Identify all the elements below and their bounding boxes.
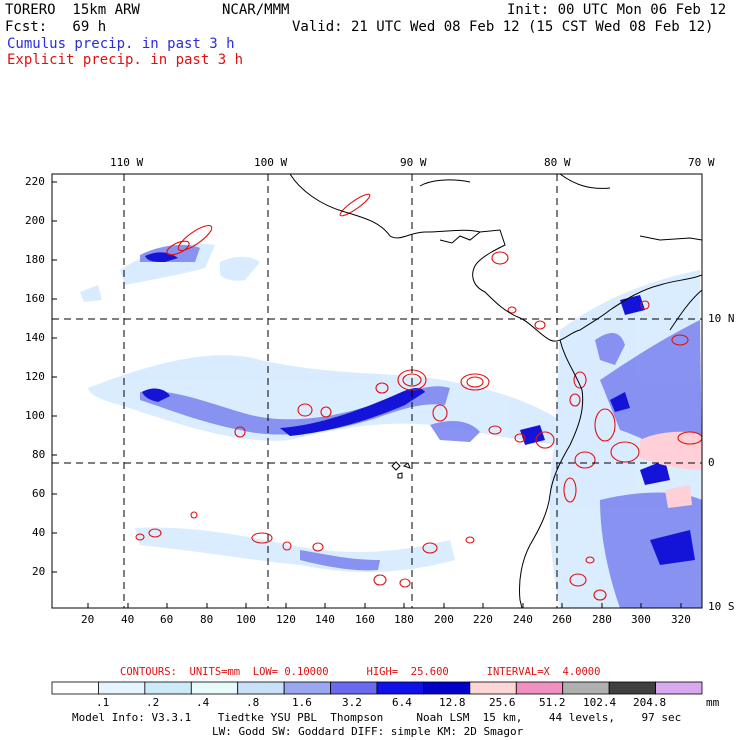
y-tick-label: 160 — [25, 292, 45, 305]
valid-time: Valid: 21 UTC Wed 08 Feb 12 (15 CST Wed … — [292, 19, 714, 35]
colorbar-unit: mm — [706, 696, 720, 709]
colorbar-swatch — [469, 681, 517, 695]
y-tick-label: 200 — [25, 214, 45, 227]
coastline — [289, 174, 702, 608]
x-tick-label: 320 — [671, 613, 691, 626]
x-tick-label: 60 — [160, 613, 174, 626]
lon-label-90w: 90 W — [400, 156, 427, 169]
y-tick-label: 180 — [25, 253, 45, 266]
x-tick-label: 200 — [434, 613, 454, 626]
y-tick-label: 140 — [25, 331, 45, 344]
x-tick-label: 180 — [394, 613, 414, 626]
colorbar-label: 51.2 — [539, 696, 566, 709]
lon-label-100w: 100 W — [254, 156, 288, 169]
colorbar-swatch — [190, 681, 239, 695]
x-tick-label: 120 — [276, 613, 296, 626]
colorbar-swatch — [608, 681, 656, 695]
lat-label-10n: 10 N — [708, 312, 735, 325]
x-tick-label: 240 — [513, 613, 533, 626]
colorbar-swatch — [562, 681, 610, 695]
lat-label-0: 0 — [708, 456, 715, 469]
y-tick-label: 220 — [25, 175, 45, 188]
x-tick-label: 220 — [473, 613, 493, 626]
colorbar-swatch — [423, 681, 471, 695]
colorbar-swatch — [655, 681, 703, 695]
colorbar — [51, 681, 703, 695]
precip-field — [80, 193, 702, 608]
x-tick-label: 260 — [552, 613, 572, 626]
colorbar-swatch — [237, 681, 285, 695]
colorbar-swatch — [51, 681, 99, 695]
colorbar-label: .4 — [196, 696, 210, 709]
model-physics: LW: Godd SW: Goddard DIFF: simple KM: 2D… — [212, 725, 524, 738]
y-tick-label: 100 — [25, 409, 45, 422]
forecast-hour: Fcst: 69 h — [5, 19, 107, 35]
x-tick-label: 160 — [355, 613, 375, 626]
colorbar-label: 6.4 — [392, 696, 412, 709]
y-tick-label: 80 — [32, 448, 46, 461]
lat-label-10s: 10 S — [708, 600, 735, 613]
y-tick-label: 20 — [32, 565, 46, 578]
lon-label-80w: 80 W — [544, 156, 571, 169]
cumulus-legend-line: Cumulus precip. in past 3 h — [7, 36, 235, 52]
colorbar-swatch — [376, 681, 424, 695]
model-info: Model Info: V3.3.1 Tiedtke YSU PBL Thomp… — [72, 711, 682, 724]
colorbar-swatch — [98, 681, 146, 695]
lon-label-110w: 110 W — [110, 156, 144, 169]
explicit-legend-line: Explicit precip. in past 3 h — [7, 52, 244, 68]
x-tick-label: 40 — [121, 613, 135, 626]
y-tick-label: 60 — [32, 487, 46, 500]
colorbar-label: .1 — [96, 696, 110, 709]
map-frame — [51, 173, 703, 609]
x-tick-label: 100 — [236, 613, 256, 626]
colorbar-swatch — [515, 681, 564, 695]
x-tick-label: 20 — [81, 613, 95, 626]
colorbar-label: 3.2 — [342, 696, 362, 709]
colorbar-label: 1.6 — [292, 696, 312, 709]
lon-label-70w: 70 W — [688, 156, 715, 169]
graticule — [52, 174, 702, 608]
x-tick-label: 80 — [200, 613, 214, 626]
center-name: NCAR/MMM — [222, 2, 290, 18]
colorbar-label: 204.8 — [633, 696, 667, 709]
init-time: Init: 00 UTC Mon 06 Feb 12 — [507, 2, 727, 18]
colorbar-swatch — [144, 681, 192, 695]
colorbar-label: 12.8 — [439, 696, 466, 709]
x-tick-label: 140 — [315, 613, 335, 626]
colorbar-label: 25.6 — [489, 696, 516, 709]
x-tick-label: 300 — [631, 613, 651, 626]
x-tick-label: 280 — [592, 613, 612, 626]
y-tick-label: 120 — [25, 370, 45, 383]
colorbar-swatch — [330, 681, 378, 695]
colorbar-label: .8 — [246, 696, 260, 709]
colorbar-label: 102.4 — [583, 696, 617, 709]
y-tick-label: 40 — [32, 526, 46, 539]
colorbar-label: .2 — [146, 696, 160, 709]
model-name: TORERO 15km ARW — [5, 2, 140, 18]
colorbar-swatch — [283, 681, 331, 695]
contours-info: CONTOURS: UNITS=mm LOW= 0.10000 HIGH= 25… — [120, 666, 601, 678]
